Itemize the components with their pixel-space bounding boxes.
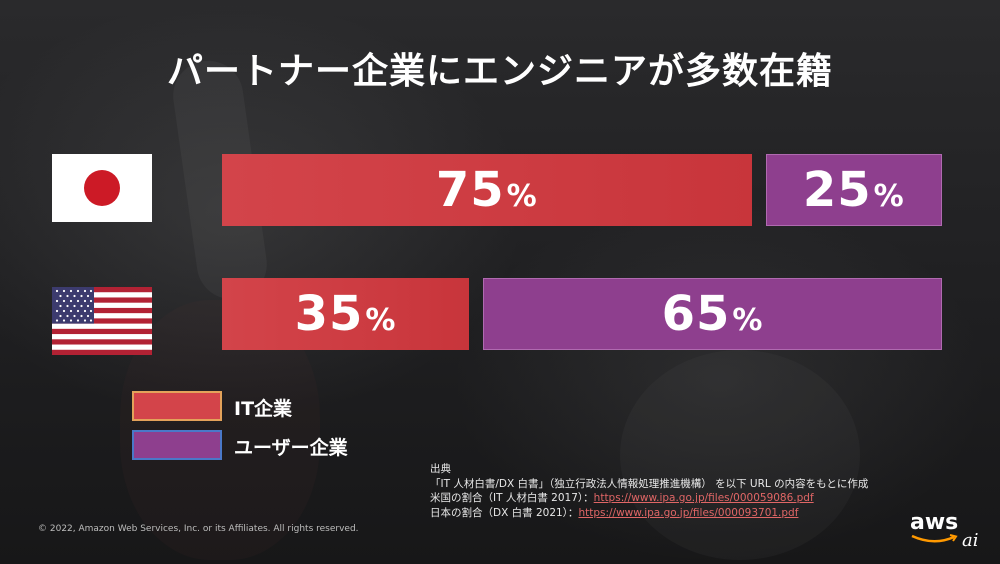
bar-japan-it: 75% <box>222 154 752 226</box>
watermark-badge-text: ai <box>962 530 979 551</box>
legend-label-it: IT企業 <box>234 398 293 420</box>
aws-smile-icon <box>911 534 958 543</box>
copyright-text: © 2022, Amazon Web Services, Inc. or its… <box>38 524 359 534</box>
data-label: 65% <box>661 286 764 342</box>
slide-title: パートナー企業にエンジニアが多数在籍 <box>166 51 833 92</box>
legend-swatch-user <box>132 430 222 460</box>
source-link-japan[interactable]: https://www.ipa.go.jp/files/000093701.pd… <box>578 506 799 519</box>
source-line: 「IT 人材白書/DX 白書」（独立行政法人情報処理推進機構） を以下 URL … <box>430 477 869 490</box>
data-label: 75% <box>435 162 538 218</box>
data-label: 25% <box>802 162 905 218</box>
legend-label-user: ユーザー企業 <box>234 437 348 459</box>
audience-silhouette <box>620 350 860 560</box>
source-heading: 出典 <box>430 463 451 475</box>
source-line: 日本の割合（DX 白書 2021）：https://www.ipa.go.jp/… <box>430 506 799 519</box>
source-line: 米国の割合（IT 人材白書 2017）：https://www.ipa.go.j… <box>430 492 814 504</box>
bar-japan-user: 25% <box>765 154 942 226</box>
japan-flag-sun <box>84 170 120 206</box>
usa-flag-icon <box>52 287 152 355</box>
aws-logo-text: aws <box>910 510 959 535</box>
usa-flag-graphic <box>52 287 152 355</box>
legend-swatch-it <box>132 391 222 421</box>
bar-usa-it: 35% <box>222 278 470 350</box>
source-note: 出典 「IT 人材白書/DX 白書」（独立行政法人情報処理推進機構） を以下 U… <box>430 462 868 520</box>
bar-usa-user: 65% <box>483 278 942 350</box>
aws-logo: aws <box>910 510 966 544</box>
data-label: 35% <box>294 286 397 342</box>
source-link-usa[interactable]: https://www.ipa.go.jp/files/000059086.pd… <box>593 492 814 504</box>
watermark-badge: ai <box>962 530 994 560</box>
japan-flag-icon <box>52 154 152 222</box>
